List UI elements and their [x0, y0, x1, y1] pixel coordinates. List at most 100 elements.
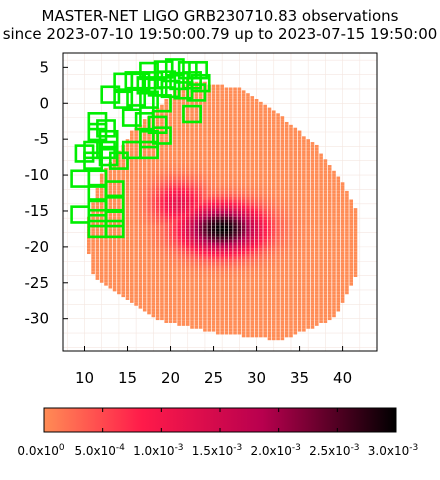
- heatmap-cell: [306, 233, 310, 237]
- heatmap-cell: [160, 271, 164, 275]
- heatmap-cell: [289, 274, 293, 278]
- heatmap-cell: [108, 228, 113, 232]
- x-tick-label: 20: [161, 369, 180, 387]
- heatmap-cell: [160, 139, 164, 143]
- heatmap-cell: [259, 248, 263, 252]
- heatmap-cell: [289, 248, 293, 252]
- heatmap-cell: [336, 208, 341, 211]
- heatmap-cell: [293, 213, 298, 217]
- heatmap-cell: [198, 170, 203, 174]
- heatmap-cell: [216, 311, 220, 315]
- heatmap-cell: [259, 262, 263, 266]
- heatmap-cell: [194, 179, 199, 183]
- heatmap-cell: [302, 202, 306, 206]
- heatmap-cell: [173, 288, 177, 292]
- heatmap-cell: [203, 325, 207, 329]
- observation-field: [109, 151, 129, 170]
- heatmap-cell: [302, 268, 306, 272]
- heatmap-cell: [306, 236, 310, 240]
- heatmap-cell: [319, 196, 323, 200]
- heatmap-cell: [142, 297, 147, 300]
- heatmap-cell: [353, 225, 358, 229]
- heatmap-cell: [220, 196, 224, 200]
- heatmap-cell: [297, 190, 302, 194]
- heatmap-cell: [211, 96, 216, 99]
- heatmap-cell: [353, 254, 358, 257]
- heatmap-cell: [125, 193, 130, 197]
- heatmap-cell: [151, 231, 156, 234]
- heatmap-cell: [250, 116, 255, 120]
- heatmap-cell: [160, 291, 164, 295]
- heatmap-cell: [254, 331, 259, 335]
- heatmap-cell: [203, 265, 207, 269]
- heatmap-cell: [289, 268, 293, 272]
- heatmap-cell: [138, 213, 143, 217]
- heatmap-cell: [271, 124, 276, 128]
- heatmap-cell: [207, 325, 212, 329]
- heatmap-cell: [310, 170, 315, 174]
- heatmap-cell: [181, 248, 186, 252]
- heatmap-cell: [276, 311, 280, 315]
- heatmap-cell: [302, 294, 306, 298]
- heatmap-cell: [125, 231, 130, 234]
- heatmap-cell: [185, 113, 190, 117]
- heatmap-cell: [224, 90, 229, 94]
- heatmap-cell: [280, 337, 285, 341]
- heatmap-cell: [310, 282, 315, 286]
- heatmap-cell: [164, 185, 169, 188]
- heatmap-cell: [323, 162, 328, 165]
- heatmap-cell: [297, 136, 302, 140]
- heatmap-cell: [207, 190, 212, 194]
- heatmap-cell: [151, 199, 156, 203]
- heatmap-cell: [306, 208, 310, 211]
- heatmap-cell: [207, 162, 212, 165]
- heatmap-cell: [284, 262, 289, 266]
- heatmap-cell: [216, 317, 220, 321]
- heatmap-cell: [259, 216, 263, 220]
- heatmap-cell: [151, 211, 156, 214]
- heatmap-cell: [164, 213, 169, 217]
- heatmap-cell: [284, 185, 289, 188]
- heatmap-cell: [203, 251, 207, 255]
- heatmap-cell: [155, 248, 160, 252]
- heatmap-cell: [155, 288, 160, 292]
- heatmap-cell: [289, 179, 293, 183]
- heatmap-cell: [349, 262, 353, 266]
- heatmap-cell: [130, 208, 134, 211]
- heatmap-cell: [332, 300, 336, 303]
- heatmap-cell: [323, 302, 328, 306]
- heatmap-cell: [224, 245, 229, 249]
- heatmap-cell: [267, 239, 272, 243]
- heatmap-cell: [233, 113, 237, 117]
- observation-field: [104, 219, 125, 239]
- heatmap-cell: [224, 320, 229, 323]
- observation-field: [124, 71, 145, 90]
- heatmap-cell: [104, 256, 108, 260]
- heatmap-cell: [336, 279, 341, 283]
- heatmap-cell: [224, 216, 229, 220]
- heatmap-cell: [125, 222, 130, 226]
- heatmap-cell: [220, 294, 224, 298]
- heatmap-cell: [190, 268, 194, 272]
- heatmap-cell: [220, 185, 224, 188]
- heatmap-cell: [319, 245, 323, 249]
- heatmap-cell: [164, 259, 169, 263]
- heatmap-cell: [284, 277, 289, 280]
- heatmap-cell: [190, 159, 194, 163]
- heatmap-cell: [134, 254, 138, 257]
- heatmap-cell: [241, 291, 246, 295]
- heatmap-cell: [125, 245, 130, 249]
- heatmap-cell: [276, 142, 280, 145]
- heatmap-cell: [306, 291, 310, 295]
- heatmap-cell: [306, 288, 310, 292]
- heatmap-cell: [198, 256, 203, 260]
- heatmap-cell: [250, 142, 255, 145]
- heatmap-cell: [211, 202, 216, 206]
- heatmap-cell: [263, 308, 267, 312]
- heatmap-cell: [310, 311, 315, 315]
- heatmap-cell: [207, 254, 212, 257]
- heatmap-cell: [142, 196, 147, 200]
- heatmap-cell: [293, 162, 298, 165]
- heatmap-cell: [284, 297, 289, 300]
- heatmap-cell: [198, 208, 203, 211]
